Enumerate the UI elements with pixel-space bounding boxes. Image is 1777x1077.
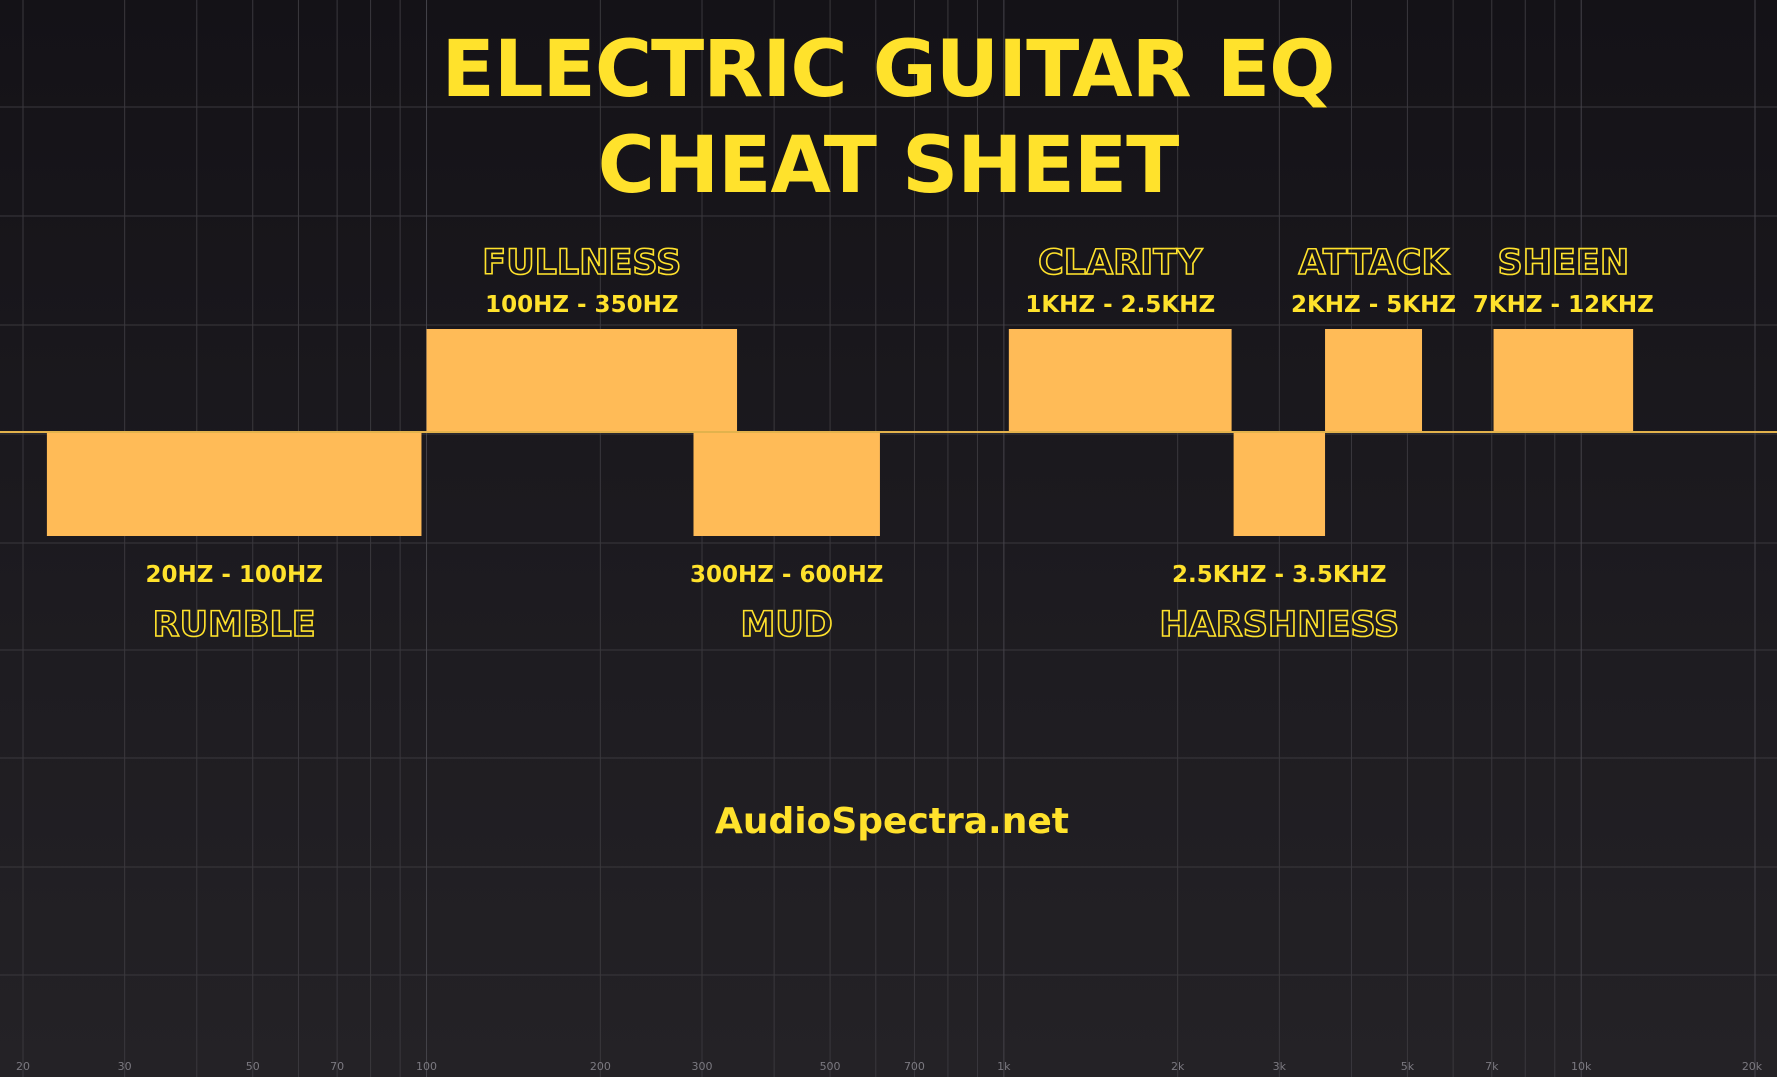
band-name-harshness: HARSHNESS [1159, 605, 1399, 645]
x-tick-label: 7k [1485, 1060, 1499, 1073]
band-name-attack: ATTACK [1298, 243, 1450, 283]
band-name-sheen: SHEEN [1498, 243, 1630, 283]
band-name-fullness: FULLNESS [482, 243, 681, 283]
eq-band-mud [693, 433, 880, 536]
chart-title-line-1: ELECTRIC GUITAR EQ [442, 25, 1335, 115]
x-tick-label: 300 [691, 1060, 712, 1073]
x-tick-label: 500 [820, 1060, 841, 1073]
band-range-rumble: 20HZ - 100HZ [145, 562, 322, 588]
x-tick-label: 10k [1571, 1060, 1592, 1073]
x-tick-label: 50 [246, 1060, 260, 1073]
eq-band-harshness [1233, 433, 1326, 536]
band-range-sheen: 7KHZ - 12KHZ [1473, 292, 1654, 318]
site-watermark: AudioSpectra.net [715, 801, 1069, 842]
x-tick-label: 30 [118, 1060, 132, 1073]
x-tick-label: 5k [1401, 1060, 1415, 1073]
band-range-attack: 2KHZ - 5KHZ [1291, 292, 1456, 318]
x-tick-label: 3k [1273, 1060, 1287, 1073]
eq-band-rumble [46, 433, 422, 536]
band-labels: 20HZ - 100HZ RUMBLE FULLNESS 100HZ - 350HZ 3… [145, 242, 1654, 646]
chart-title-line-2: CHEAT SHEET [598, 121, 1179, 211]
x-tick-label: 100 [416, 1060, 437, 1073]
eq-band-sheen [1493, 329, 1634, 431]
eq-band-fullness [426, 329, 738, 431]
band-range-clarity: 1KHZ - 2.5KHZ [1025, 292, 1215, 318]
x-tick-label: 1k [997, 1060, 1011, 1073]
x-tick-label: 200 [590, 1060, 611, 1073]
x-tick-label: 20 [16, 1060, 30, 1073]
x-tick-label: 2k [1171, 1060, 1185, 1073]
eq-band-clarity [1008, 329, 1232, 431]
band-name-clarity: CLARITY [1038, 243, 1203, 283]
eq-band-attack [1325, 329, 1423, 431]
x-tick-label: 20k [1742, 1060, 1763, 1073]
band-range-fullness: 100HZ - 350HZ [485, 292, 678, 318]
band-name-mud: MUD [741, 605, 833, 645]
band-range-mud: 300HZ - 600HZ [690, 562, 883, 588]
band-range-harshness: 2.5KHZ - 3.5KHZ [1172, 562, 1387, 588]
x-tick-label: 70 [330, 1060, 344, 1073]
band-name-rumble: RUMBLE [153, 605, 316, 645]
eq-bands [46, 329, 1634, 536]
x-axis-ticks: 20 30 50 70 100 200 300 500 700 1k 2k 3k 5k 7k 10k 20k [16, 1060, 1763, 1073]
x-tick-label: 700 [904, 1060, 925, 1073]
